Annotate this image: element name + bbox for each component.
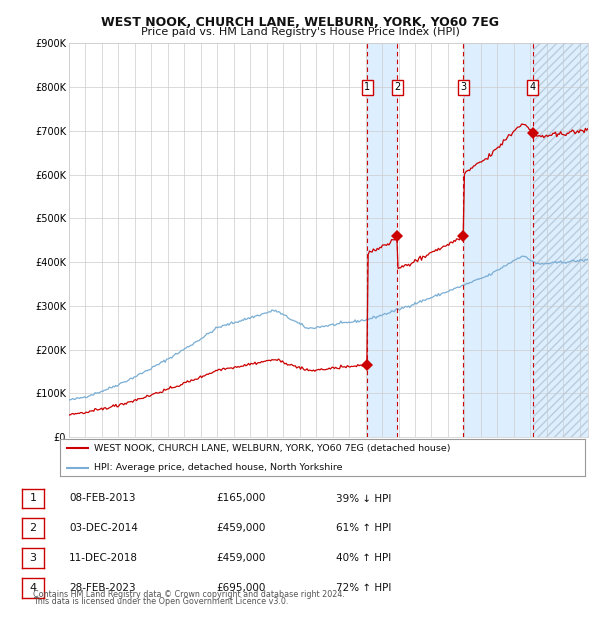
- Text: 11-DEC-2018: 11-DEC-2018: [69, 553, 138, 563]
- Bar: [533, 43, 588, 437]
- Text: 1: 1: [364, 82, 370, 92]
- Text: 1: 1: [29, 494, 37, 503]
- Text: HPI: Average price, detached house, North Yorkshire: HPI: Average price, detached house, Nort…: [94, 464, 343, 472]
- Text: 2: 2: [394, 82, 400, 92]
- Text: £165,000: £165,000: [216, 494, 265, 503]
- Text: 40% ↑ HPI: 40% ↑ HPI: [336, 553, 391, 563]
- Text: 3: 3: [29, 553, 37, 563]
- Bar: [367, 43, 397, 437]
- Text: Price paid vs. HM Land Registry's House Price Index (HPI): Price paid vs. HM Land Registry's House …: [140, 27, 460, 37]
- Text: 4: 4: [29, 583, 37, 593]
- Text: 3: 3: [460, 82, 467, 92]
- Text: 39% ↓ HPI: 39% ↓ HPI: [336, 494, 391, 503]
- Text: This data is licensed under the Open Government Licence v3.0.: This data is licensed under the Open Gov…: [33, 597, 289, 606]
- Bar: [533, 43, 588, 437]
- Text: Contains HM Land Registry data © Crown copyright and database right 2024.: Contains HM Land Registry data © Crown c…: [33, 590, 345, 599]
- Text: 2: 2: [29, 523, 37, 533]
- Text: £695,000: £695,000: [216, 583, 265, 593]
- Text: 4: 4: [530, 82, 536, 92]
- Text: 03-DEC-2014: 03-DEC-2014: [69, 523, 138, 533]
- Text: 08-FEB-2013: 08-FEB-2013: [69, 494, 136, 503]
- Text: 72% ↑ HPI: 72% ↑ HPI: [336, 583, 391, 593]
- Text: 61% ↑ HPI: 61% ↑ HPI: [336, 523, 391, 533]
- Bar: [463, 43, 533, 437]
- Text: WEST NOOK, CHURCH LANE, WELBURN, YORK, YO60 7EG (detached house): WEST NOOK, CHURCH LANE, WELBURN, YORK, Y…: [94, 444, 451, 453]
- Text: 28-FEB-2023: 28-FEB-2023: [69, 583, 136, 593]
- Text: WEST NOOK, CHURCH LANE, WELBURN, YORK, YO60 7EG: WEST NOOK, CHURCH LANE, WELBURN, YORK, Y…: [101, 16, 499, 29]
- Text: £459,000: £459,000: [216, 553, 265, 563]
- Text: £459,000: £459,000: [216, 523, 265, 533]
